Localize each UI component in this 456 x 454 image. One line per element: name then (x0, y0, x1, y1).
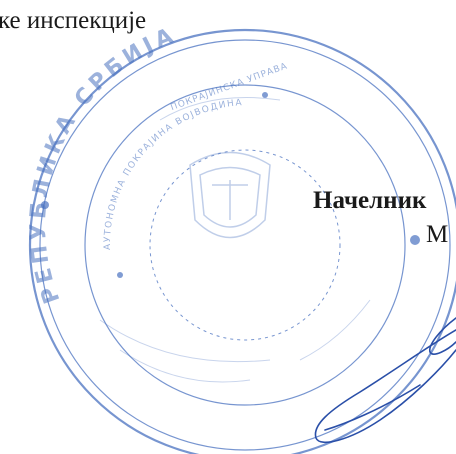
document-text-line: ке инспекције (0, 7, 147, 34)
coat-of-arms-icon (189, 151, 271, 239)
stamp-ring-text: РЕПУБЛИКА СРБИЈА (26, 23, 176, 307)
stamp-inner-ring (84, 84, 406, 406)
stamp-outer-ring (28, 28, 456, 454)
stamp-inner-text-2: ПОКРАЈИНСКА УПРАВА (169, 61, 289, 113)
svg-text:АУТОНОМНА ПОКРАЈИНА ВОЈВОДИНА: АУТОНОМНА ПОКРАЈИНА ВОЈВОДИНА (103, 98, 244, 250)
signatory-name: М (426, 221, 449, 248)
signatory-title: Начелник (313, 187, 427, 214)
svg-text:РЕПУБЛИКА СРБИЈА: РЕПУБЛИКА СРБИЈА (26, 23, 180, 307)
stamp-inner-text-1: АУТОНОМНА ПОКРАЈИНА ВОЈВОДИНА (103, 98, 242, 250)
